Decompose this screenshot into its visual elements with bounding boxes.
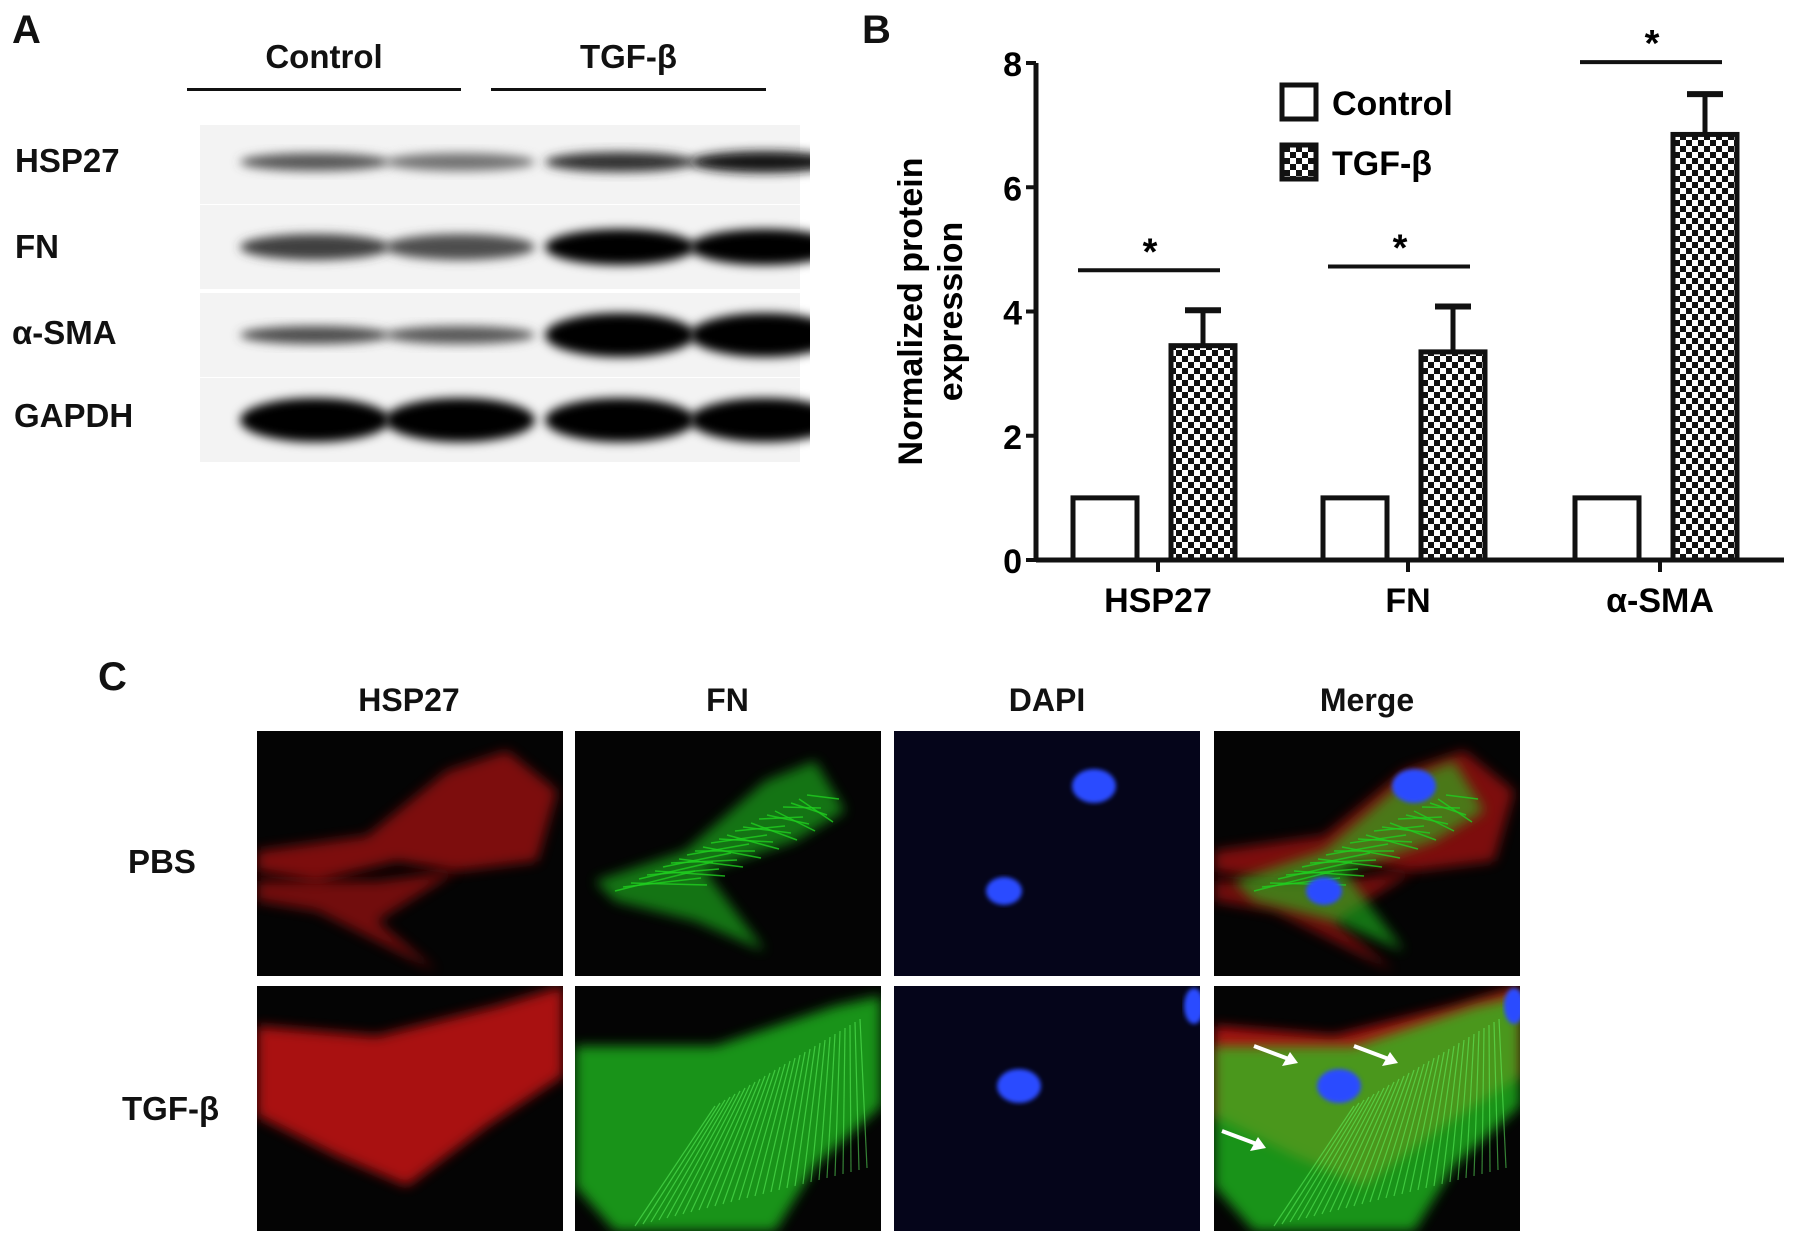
- arrow-head: [1382, 1052, 1398, 1066]
- blot-band: [545, 152, 695, 172]
- image-pbs-dapi: [894, 731, 1200, 976]
- significance-star: *: [1143, 231, 1158, 273]
- blot-band: [690, 151, 810, 173]
- image-tgf-merge: [1214, 986, 1520, 1231]
- image-pbs-fn: [575, 731, 881, 976]
- y-axis-label: Normalized proteinexpression: [892, 158, 970, 466]
- blot-band: [240, 153, 390, 171]
- legend-label: TGF-β: [1332, 145, 1432, 183]
- blot-band: [385, 234, 535, 260]
- image-tgf-fn: [575, 986, 881, 1231]
- blot-row-label-hsp27: HSP27: [15, 142, 120, 179]
- blot-band: [690, 229, 810, 265]
- blot-band: [385, 398, 535, 442]
- bar-tgf: [1418, 349, 1488, 563]
- group-label-tgf: TGF-β: [579, 38, 678, 75]
- blot-band: [240, 326, 390, 344]
- blot-band: [545, 229, 695, 265]
- arrow-head: [1250, 1137, 1266, 1151]
- x-tick-label: HSP27: [1104, 582, 1212, 620]
- legend-label: Control: [1332, 85, 1453, 123]
- image-tgf-hsp27: [257, 986, 563, 1231]
- group-line-tgf: [491, 88, 766, 91]
- significance-star: *: [1393, 228, 1408, 270]
- row-label-tgf: TGF-β: [122, 1090, 220, 1127]
- blot-row-label-fn: FN: [15, 228, 59, 265]
- panel-b-label: B: [862, 8, 891, 52]
- legend-swatch: [1279, 82, 1319, 122]
- bar-tgf: [1670, 131, 1740, 563]
- column-header-fn: FN: [706, 682, 749, 718]
- blot-band: [385, 326, 535, 344]
- x-tick-label: α-SMA: [1606, 582, 1714, 620]
- western-blot: [200, 125, 810, 462]
- y-tick-label: 0: [1003, 543, 1022, 581]
- row-label-pbs: PBS: [128, 843, 196, 880]
- blot-band: [240, 234, 390, 260]
- column-header-dapi: DAPI: [1008, 682, 1086, 718]
- blot-band: [240, 398, 390, 442]
- y-tick-label: 4: [1003, 295, 1022, 333]
- bar-chart: 0 2 4 6 8 Normalized proteinexpression HSP27 * F…: [892, 23, 1784, 620]
- y-tick-label: 8: [1003, 46, 1022, 84]
- y-tick-label: 6: [1003, 170, 1022, 208]
- group-line-control: [187, 88, 461, 91]
- image-tgf-dapi: [894, 986, 1200, 1231]
- y-tick-label: 2: [1003, 419, 1022, 457]
- blot-row-label-gapdh: GAPDH: [14, 397, 134, 434]
- panel-a-label: A: [12, 8, 41, 52]
- bar-control: [1070, 495, 1140, 563]
- image-pbs-merge: [1214, 731, 1520, 976]
- blot-band: [385, 153, 535, 171]
- arrow-head: [1282, 1052, 1298, 1066]
- blot-band: [545, 398, 695, 442]
- blot-band: [690, 398, 810, 442]
- bar-control: [1572, 495, 1642, 563]
- image-pbs-hsp27: [257, 731, 563, 976]
- panel-c-label: C: [98, 655, 127, 699]
- column-header-merge: Merge: [1319, 682, 1415, 718]
- blot-band: [690, 313, 810, 357]
- group-label-control: Control: [265, 38, 383, 75]
- x-tick-label: FN: [1385, 582, 1430, 620]
- significance-star: *: [1645, 23, 1660, 65]
- bar-tgf: [1168, 343, 1238, 563]
- bar-control: [1320, 495, 1390, 563]
- blot-band: [545, 313, 695, 357]
- blot-row-label-asma: α-SMA: [12, 314, 117, 351]
- legend-swatch: [1279, 142, 1319, 182]
- column-header-hsp27: HSP27: [358, 682, 460, 718]
